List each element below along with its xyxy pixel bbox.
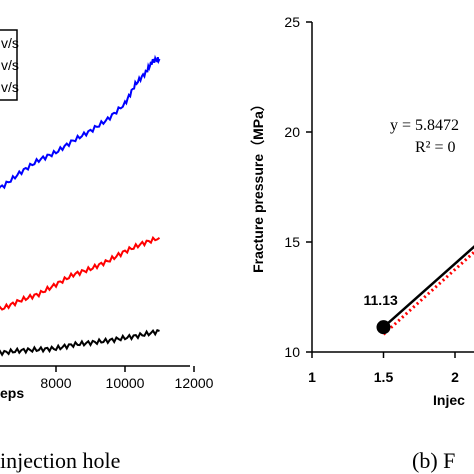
b-point-0 [376,320,391,335]
panel-b-r-squared: R² = 0 [415,139,456,156]
panel-a-series [0,54,161,357]
b-y-tick-label-0: 10 [284,344,300,360]
panel-a: 8000 10000 12000 v/s v/s v/s eps injection h… [0,29,214,473]
panel-b-fit-lines [382,245,474,336]
panel-b-points: 11.13 [364,292,398,335]
a-series-line-1 [0,235,161,311]
panel-b-y-label: Fracture pressure（MPa） [250,97,266,273]
a-series-line-2 [0,328,160,357]
panel-b-caption: (b) F [412,448,455,473]
b-y-tick-label-2: 20 [284,124,300,140]
legend-entry-0: v/s [1,35,19,51]
b-y-tick-label-3: 25 [284,14,300,30]
panel-b-x-label: Injec [433,392,465,408]
legend-entry-1: v/s [1,57,19,73]
legend-box [0,29,18,101]
a-x-tick-label-0: 8000 [40,375,71,391]
legend-entry-2: v/s [1,79,19,95]
a-x-tick-label-2: 12000 [175,375,214,391]
panel-a-x-label: eps [0,385,24,401]
b-x-tick-label-2: 2 [451,369,459,385]
panel-a-caption: injection hole [0,448,120,473]
b-point-label-0: 11.13 [364,292,398,308]
b-x-tick-label-1: 1.5 [374,369,394,385]
panel-b-equation: y = 5.8472 [390,117,459,134]
panel-a-legend: v/s v/s v/s [0,29,19,101]
b-data-line [382,245,474,329]
panel-a-x-ticks: 8000 10000 12000 [40,366,214,391]
a-x-tick-label-1: 10000 [106,375,145,391]
b-x-tick-label-0: 1 [308,369,316,385]
panel-b: 10 15 20 25 1 1.5 2 11.13 Fracture pressure（MP… [250,14,474,473]
a-series-line-0 [0,54,161,190]
b-y-tick-label-1: 15 [284,234,300,250]
b-fit-line [382,250,474,336]
panel-b-ticks: 10 15 20 25 1 1.5 2 [284,14,459,385]
